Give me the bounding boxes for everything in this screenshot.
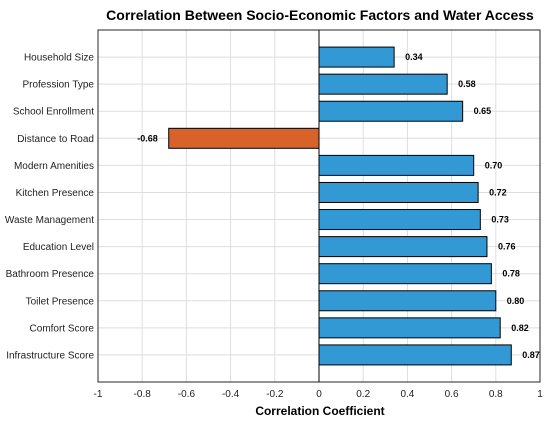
bar [318, 100, 464, 122]
category-label: Modern Amenities [14, 161, 94, 172]
bar [318, 181, 479, 203]
data-label: 0.78 [502, 269, 520, 279]
x-tick-label: 0 [316, 389, 322, 400]
bar [318, 73, 448, 95]
x-tick-label: -0.6 [178, 389, 196, 400]
plot-frame [97, 29, 541, 383]
x-tick-label: 1 [537, 389, 543, 400]
bars [168, 46, 512, 366]
bar [318, 344, 512, 366]
category-label: Toilet Presence [26, 296, 95, 307]
data-label: 0.34 [405, 52, 423, 62]
bar [318, 236, 488, 258]
data-label: 0.70 [485, 160, 503, 170]
data-labels: 0.34 0.58 0.65 -0.68 0.70 0.72 0.73 0.76 0.78 0.8… [137, 52, 540, 360]
category-label: Infrastructure Score [6, 350, 94, 361]
data-label: 0.58 [458, 79, 476, 89]
bar [318, 263, 492, 285]
category-label: Kitchen Presence [16, 188, 95, 199]
category-label: School Enrollment [13, 107, 94, 118]
data-label: 0.80 [507, 296, 525, 306]
category-label: Waste Management [5, 215, 94, 226]
category-label: Distance to Road [17, 134, 94, 145]
bar [168, 127, 320, 149]
bar [318, 46, 395, 68]
bar [318, 209, 481, 231]
chart-title: Correlation Between Socio-Economic Facto… [106, 7, 534, 23]
data-label: 0.87 [522, 350, 540, 360]
x-tick-label: -0.2 [266, 389, 284, 400]
category-label: Profession Type [22, 80, 94, 91]
category-labels: Household Size Profession Type School Enro… [5, 53, 95, 362]
data-label: -0.68 [137, 133, 158, 143]
data-label: 0.73 [491, 215, 509, 225]
bar [318, 290, 497, 312]
x-tick-label: 0.8 [489, 389, 503, 400]
x-tick-label: 0.4 [400, 389, 414, 400]
data-label: 0.65 [474, 106, 492, 116]
category-label: Comfort Score [30, 323, 95, 334]
x-tick-label: -0.4 [222, 389, 240, 400]
x-axis-label: Correlation Coefficient [255, 404, 384, 418]
x-tick-label: -1 [94, 389, 103, 400]
x-tick-label: -0.8 [134, 389, 152, 400]
data-label: 0.82 [511, 323, 529, 333]
x-tick-labels: -1 -0.8 -0.6 -0.4 -0.2 0 0.2 0.4 0.6 0.8 1 [94, 389, 544, 400]
bar [318, 317, 501, 339]
x-tick-label: 0.2 [356, 389, 370, 400]
bar [318, 154, 475, 176]
x-tick-label: 0.6 [445, 389, 459, 400]
data-label: 0.76 [498, 242, 516, 252]
category-label: Education Level [23, 242, 94, 253]
data-label: 0.72 [489, 187, 507, 197]
category-label: Household Size [24, 53, 94, 64]
category-label: Bathroom Presence [6, 269, 95, 280]
